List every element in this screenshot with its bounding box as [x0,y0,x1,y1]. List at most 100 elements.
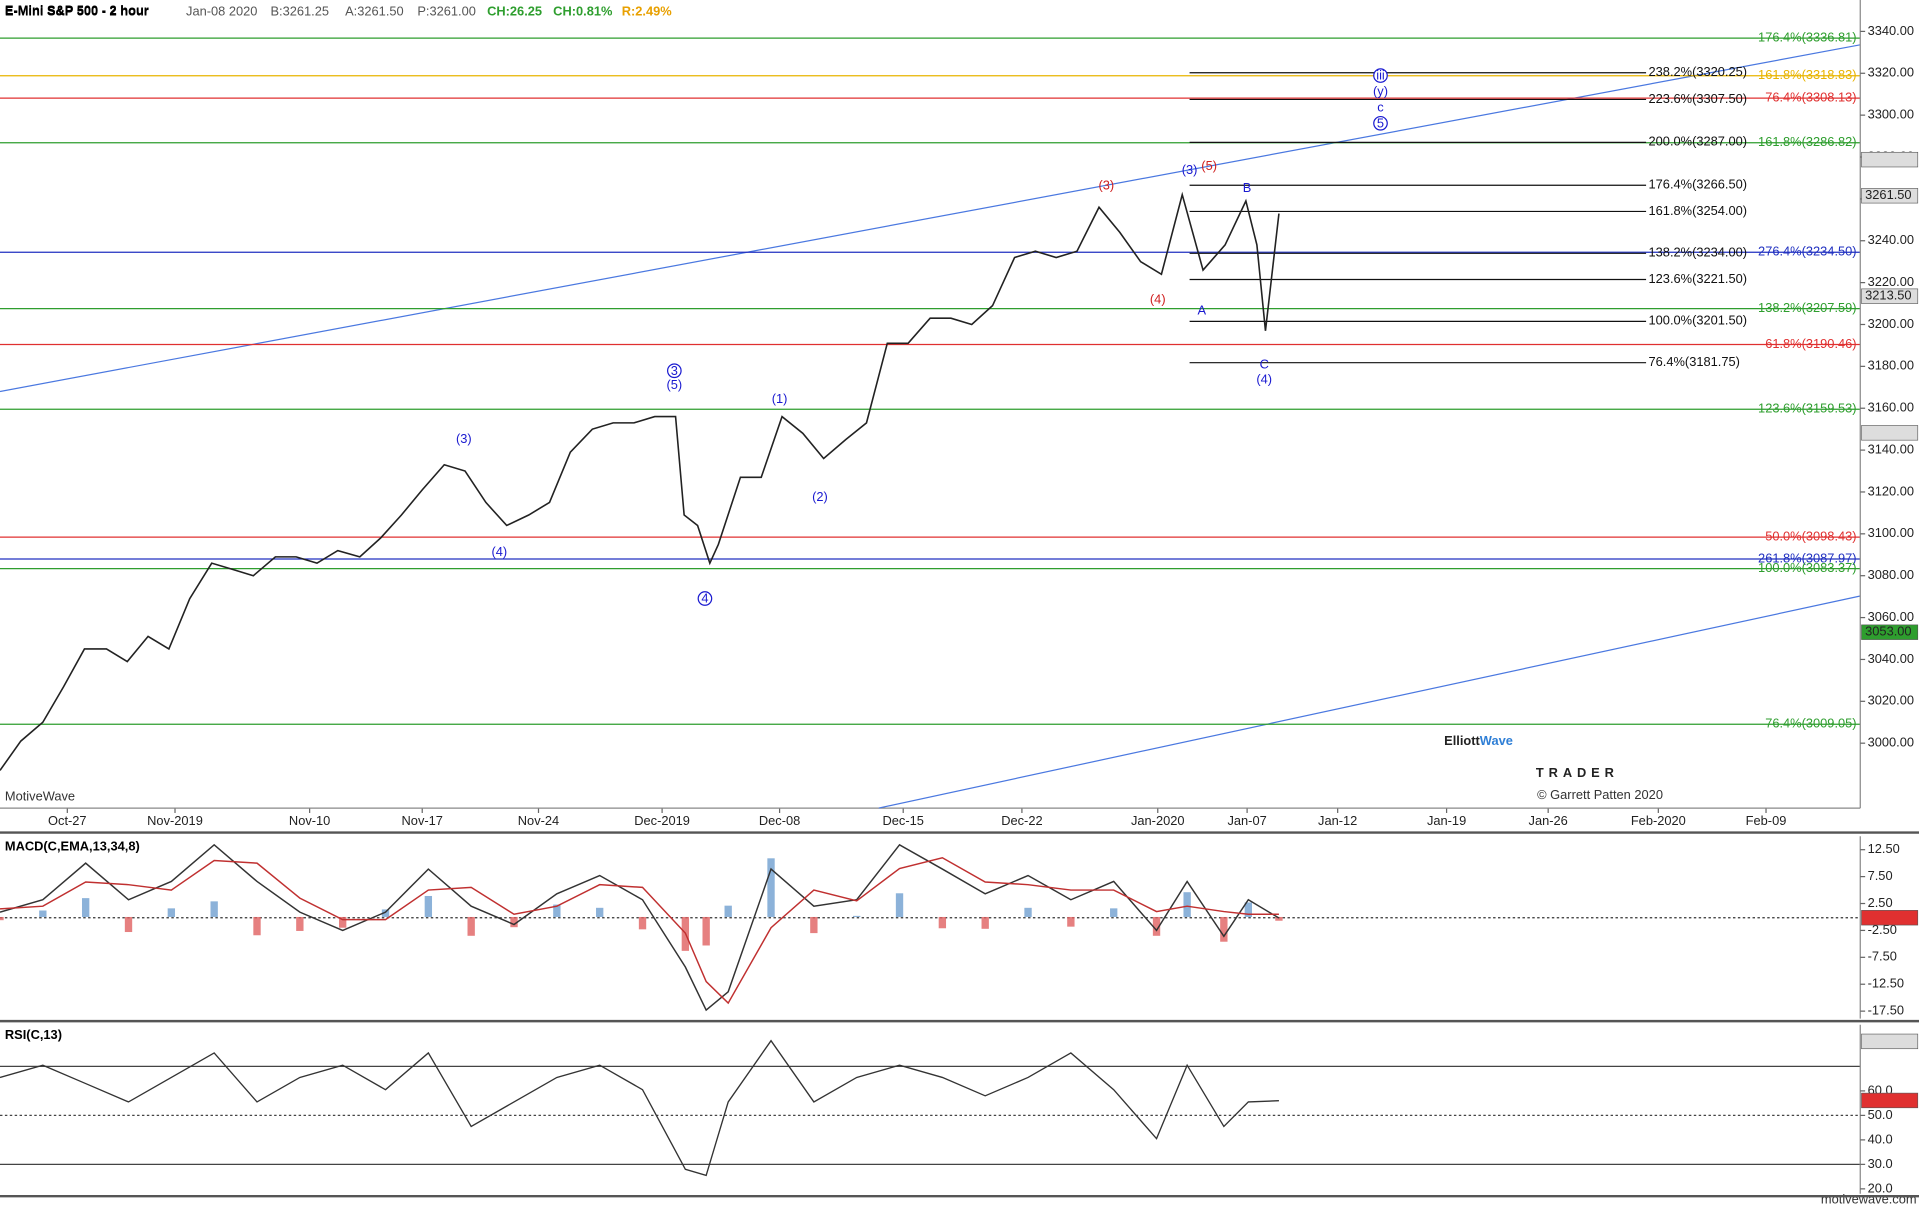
fib-label: 50.0%(3098.43) [1765,529,1856,544]
fib-label: 161.8%(3286.82) [1758,134,1857,149]
wave-label: A [1198,303,1207,318]
y-tick-label: 3140.00 [1868,441,1914,456]
panel-title: RSI(C,13) [5,1027,62,1042]
x-tick-label: Nov-24 [518,813,559,828]
logo: ElliottWave [1444,733,1513,748]
histogram-bar [339,916,347,928]
wave-label: 3 [671,363,678,378]
price-tag [1861,151,1919,168]
histogram-bar [124,916,133,933]
x-tick-label: Oct-27 [48,813,87,828]
histogram-bar [253,916,261,936]
x-tick-label: Nov-10 [289,813,330,828]
wave-label: (4) [1256,371,1272,386]
projection-label: 76.4%(3181.75) [1649,354,1740,369]
histogram-bar [853,915,861,917]
histogram-bar [0,916,4,921]
wave-label: (2) [812,489,828,504]
histogram-bar [553,904,561,917]
projection-label: 123.6%(3221.50) [1649,271,1748,286]
y-tick-label: 3040.00 [1868,651,1914,666]
y-tick-label: 3080.00 [1868,567,1914,582]
y-tick-label: 12.50 [1868,841,1900,856]
price-tag [1861,624,1919,640]
quote-price: P:3261.00 [417,4,476,19]
projection-label: 176.4%(3266.50) [1649,177,1748,192]
histogram-bar [767,858,775,917]
platform-name: MotiveWave [5,788,75,803]
histogram-bar [424,895,433,917]
histogram-bar [1067,916,1075,927]
x-tick-label: Dec-08 [759,813,800,828]
x-tick-label: Dec-22 [1001,813,1042,828]
histogram-bar [702,916,710,946]
panel-title: E-Mini S&P 500 - 2 hour [5,2,149,17]
fib-label: 276.4%(3234.50) [1758,244,1857,259]
logo-sub: TRADER [1536,765,1619,780]
wave-label: (1) [772,391,788,406]
histogram-bar [39,910,47,917]
histogram-bar [638,916,647,930]
y-tick-label: 7.50 [1868,868,1893,883]
x-tick-label: Jan-12 [1318,813,1357,828]
y-tick-label: 3160.00 [1868,400,1914,415]
chart-title: E-Mini S&P 500 - 2 hour [5,4,149,19]
y-tick-label: 3240.00 [1868,232,1914,247]
histogram-bar [167,908,176,917]
price-tag [1861,1092,1919,1109]
x-tick-label: Jan-2020 [1131,813,1185,828]
panel-title: MACD(C,EMA,13,34,8) [5,839,140,854]
x-tick-label: Jan-07 [1227,813,1266,828]
wave-label: (3) [1182,162,1198,177]
y-tick-label: 3060.00 [1868,609,1914,624]
price-line [0,191,1280,771]
x-tick-label: Dec-2019 [634,813,690,828]
y-tick-label: 20.0 [1868,1180,1893,1195]
wave-label: (5) [1201,158,1217,173]
wave-circle [1373,68,1388,83]
y-tick-label: 3100.00 [1868,525,1914,540]
histogram-bar [938,916,947,929]
y-tick-label: 3300.00 [1868,107,1914,122]
fib-label: 76.4%(3308.13) [1765,90,1856,105]
x-tick-label: Jan-19 [1427,813,1466,828]
price-tag [1861,188,1919,204]
wave-circle [697,591,713,606]
x-tick-label: Jan-26 [1529,813,1568,828]
histogram-bar [1244,902,1253,917]
projection-label: 100.0%(3201.50) [1649,313,1748,328]
wave-circle [1373,115,1388,131]
fib-label: 261.8%(3087.97) [1758,550,1857,565]
quote-date: Jan-08 2020 [186,4,257,19]
wave-label: (5) [666,377,682,392]
y-tick-label: 3180.00 [1868,358,1914,373]
wave-label: (4) [1150,292,1166,307]
copyright: © Garrett Patten 2020 [1537,787,1663,802]
x-tick-label: Dec-15 [883,813,924,828]
wave-label: (4) [491,544,507,559]
y-tick-label: 50.0 [1868,1107,1893,1122]
wave-label: (3) [456,431,472,446]
price-tag [1861,288,1919,304]
y-tick-label: -2.50 [1868,922,1897,937]
wave-circle [666,363,682,379]
macd-line [0,843,1280,1012]
price-tag [1861,1033,1919,1050]
histogram-bar [1275,916,1283,921]
histogram-bar [724,905,732,917]
histogram-bar [296,916,304,931]
histogram-bar [1183,892,1191,917]
y-tick-label: -7.50 [1868,949,1897,964]
price-tag-label: 3261.50 [1865,187,1911,202]
x-tick-label: Nov-17 [402,813,443,828]
histogram-bar [810,916,818,934]
histogram-bar [210,901,218,917]
price-tag [1861,910,1919,926]
y-tick-label: 2.50 [1868,895,1893,910]
fib-label: 138.2%(3207.59) [1758,300,1857,315]
histogram-bar [1220,916,1228,942]
histogram-bar [596,907,604,917]
price-tag-label: 3053.00 [1865,624,1911,639]
y-tick-label: 3340.00 [1868,23,1914,38]
